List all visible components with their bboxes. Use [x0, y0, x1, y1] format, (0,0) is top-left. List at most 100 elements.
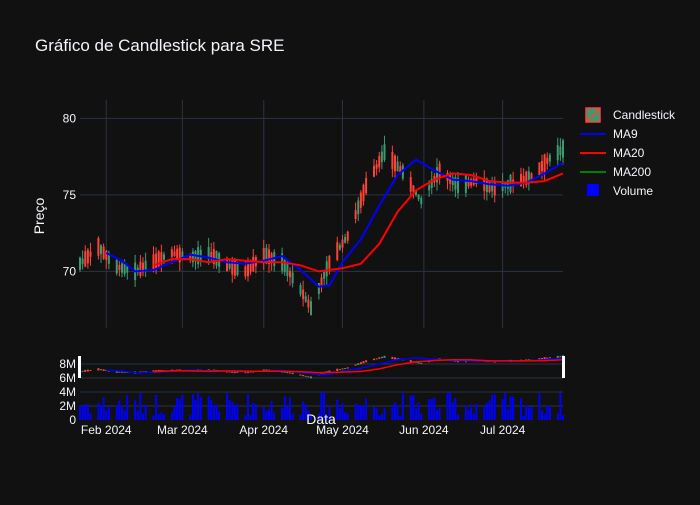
legend-item-ma200[interactable]: MA200: [580, 165, 651, 179]
candle-body: [483, 177, 486, 191]
volume-bar: [378, 415, 381, 420]
candle-body: [378, 155, 381, 168]
volume-bar: [336, 399, 339, 420]
volume-bar: [268, 409, 270, 420]
legend-item-ma9[interactable]: MA9: [580, 127, 638, 141]
volume-bar: [310, 415, 312, 420]
candle-body: [139, 261, 142, 276]
candle-body: [178, 247, 181, 263]
candle-body: [415, 190, 417, 196]
candle-body: [420, 197, 423, 205]
volume-bar: [464, 405, 467, 420]
legend[interactable]: Candlestick MA9 MA20 MA200 Volume: [580, 107, 676, 198]
legend-item-ma20[interactable]: MA20: [580, 146, 645, 160]
range-slider-preview[interactable]: [78, 355, 565, 379]
candle-body: [556, 145, 559, 161]
candle-body: [530, 173, 533, 180]
legend-label-ma9: MA9: [613, 127, 638, 141]
y-tick-label: 70: [63, 264, 77, 278]
mini-candle: [338, 369, 341, 371]
candle-body: [493, 181, 496, 196]
volume-bar: [283, 396, 286, 420]
candle-body: [506, 180, 509, 189]
volume-bar: [354, 403, 357, 420]
volume-bar: [375, 408, 378, 420]
candle-body: [391, 152, 394, 170]
candle-body: [373, 165, 375, 177]
candle-body: [454, 177, 457, 190]
mini-candle: [302, 374, 305, 377]
volume-bar: [142, 413, 144, 420]
volume-bar: [123, 410, 126, 420]
candle-body: [210, 251, 213, 258]
mini-candle: [115, 371, 118, 373]
volume-bar: [373, 406, 375, 420]
y-tick-label: 80: [63, 111, 77, 125]
volume-bar: [409, 395, 412, 420]
volume-bar: [488, 400, 491, 420]
mini-candle: [420, 362, 423, 364]
candle-body: [546, 157, 549, 164]
candle-body: [189, 254, 192, 261]
volume-bar: [79, 405, 81, 420]
volume-bar: [541, 410, 543, 420]
candle-body: [181, 251, 184, 260]
volume-bar: [212, 405, 215, 420]
candle-body: [144, 260, 147, 272]
volume-bar: [522, 415, 525, 420]
mini-candle: [102, 369, 105, 371]
volume-bar: [383, 408, 386, 420]
volume-bar: [289, 397, 291, 420]
candle-body: [559, 146, 562, 155]
volume-bar: [191, 394, 194, 420]
volume-bar: [530, 406, 533, 420]
legend-item-candlestick[interactable]: Candlestick: [585, 107, 676, 123]
candle-body: [548, 154, 551, 162]
candle-body: [383, 144, 386, 160]
volume-bar: [197, 392, 200, 420]
mini-candle: [328, 370, 331, 373]
volume-bar: [262, 406, 265, 420]
volume-bar: [226, 392, 228, 420]
chart-title: Gráfico de Candlestick para SRE: [35, 36, 284, 55]
range-slider-right-handle[interactable]: [562, 356, 565, 378]
candle-body: [346, 231, 349, 241]
volume-bar: [483, 406, 486, 420]
candle-body: [328, 255, 331, 269]
legend-item-volume[interactable]: Volume: [587, 184, 653, 198]
volume-bar: [341, 403, 344, 420]
volume-bar: [543, 414, 546, 420]
mini-candle: [310, 376, 312, 379]
candle-body: [265, 247, 268, 264]
mini-candle: [100, 369, 102, 371]
mini-candle: [244, 371, 247, 374]
volume-bar: [559, 392, 562, 420]
candle-body: [365, 178, 368, 194]
candle-body: [289, 270, 291, 278]
candle-body: [97, 238, 100, 256]
candle-body: [428, 185, 431, 191]
x-tick-label: Jun 2024: [399, 423, 449, 437]
volume-bar: [126, 395, 129, 420]
candle-body: [522, 175, 525, 183]
legend-label-ma20: MA20: [613, 146, 645, 160]
volume-bar: [157, 413, 160, 420]
volume-bar: [107, 406, 110, 420]
volume-bar: [121, 405, 123, 420]
main-vertical-grid: [105, 100, 504, 328]
candle-body: [199, 249, 202, 261]
candle-body: [170, 249, 173, 257]
range-slider-left-handle[interactable]: [78, 356, 81, 378]
candle-body: [380, 151, 383, 163]
volume-bar: [207, 396, 210, 420]
candle-body: [302, 289, 305, 300]
candle-body: [323, 271, 326, 279]
volume-bar: [81, 406, 84, 420]
volume-bar: [178, 398, 181, 420]
volume-bar: [562, 415, 564, 420]
x-tick-label: Apr 2024: [239, 423, 288, 437]
candle-body: [520, 174, 522, 186]
volume-bar: [491, 395, 494, 420]
